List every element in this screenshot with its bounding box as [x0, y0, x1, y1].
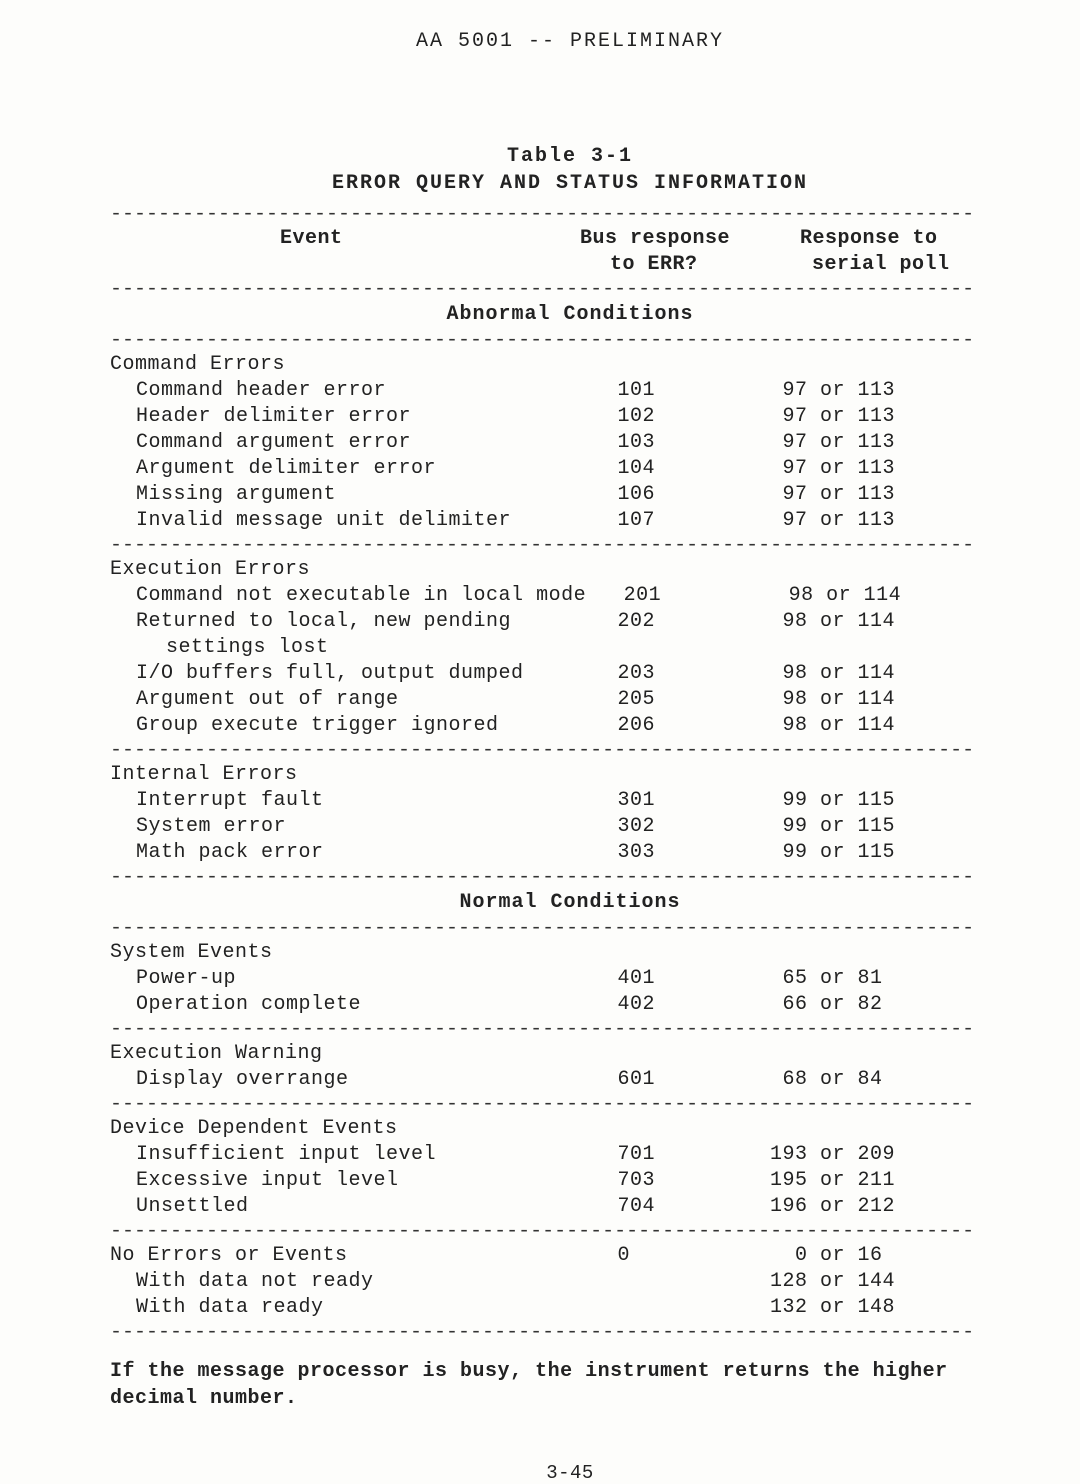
divider: ----------------------------------------…	[110, 866, 1030, 889]
table-row: With data not ready128 or 144	[110, 1269, 1030, 1295]
page-number: 3-45	[110, 1462, 1030, 1484]
group-title: System Events	[110, 940, 1030, 966]
table-row: With data ready132 or 148	[110, 1295, 1030, 1321]
col-resp1: Response to	[770, 227, 938, 250]
group-title: Execution Errors	[110, 557, 1030, 583]
table-row: Header delimiter error 102 97 or 113	[110, 404, 1030, 430]
table-row: Command argument error 103 97 or 113	[110, 430, 1030, 456]
group-title: Execution Warning	[110, 1041, 1030, 1067]
table-row: I/O buffers full, output dumped 203 98 o…	[110, 661, 1030, 687]
table-row: Command not executable in local mode 201…	[110, 583, 1030, 609]
section-normal: Normal Conditions	[110, 889, 1030, 917]
table-row: Power-up 401 65 or 81	[110, 966, 1030, 992]
divider: ----------------------------------------…	[110, 1018, 1030, 1041]
group-title: Internal Errors	[110, 762, 1030, 788]
doc-header: AA 5001 -- PRELIMINARY	[110, 30, 1030, 53]
col-bus2: to ERR?	[580, 253, 698, 276]
table-number: Table 3-1	[507, 145, 633, 168]
table-row: settings lost	[110, 635, 1030, 661]
table-row: Interrupt fault 301 99 or 115	[110, 788, 1030, 814]
table-row: Argument out of range 205 98 or 114	[110, 687, 1030, 713]
section-abnormal: Abnormal Conditions	[110, 301, 1030, 329]
table-row: Returned to local, new pending 202 98 or…	[110, 609, 1030, 635]
divider: ----------------------------------------…	[110, 329, 1030, 352]
table-row: Invalid message unit delimiter 107 97 or…	[110, 508, 1030, 534]
group-title: No Errors or Events 0 0 or 16	[110, 1243, 1030, 1269]
table-row: Missing argument 106 97 or 113	[110, 482, 1030, 508]
divider: ----------------------------------------…	[110, 1220, 1030, 1243]
col-event: Event	[110, 227, 343, 250]
table-row: Display overrange 601 68 or 84	[110, 1067, 1030, 1093]
table-row: Unsettled 704196 or 212	[110, 1194, 1030, 1220]
divider: ----------------------------------------…	[110, 278, 1030, 301]
table-row: Argument delimiter error 104 97 or 113	[110, 456, 1030, 482]
divider: ----------------------------------------…	[110, 203, 1030, 226]
group-title: Device Dependent Events	[110, 1116, 1030, 1142]
divider: ----------------------------------------…	[110, 1093, 1030, 1116]
col-bus1: Bus response	[580, 227, 730, 250]
divider: ----------------------------------------…	[110, 1321, 1030, 1344]
table-row: System error 302 99 or 115	[110, 814, 1030, 840]
divider: ----------------------------------------…	[110, 739, 1030, 762]
divider: ----------------------------------------…	[110, 534, 1030, 557]
table-row: Math pack error 303 99 or 115	[110, 840, 1030, 866]
divider: ----------------------------------------…	[110, 917, 1030, 940]
col-resp2: serial poll	[770, 253, 950, 276]
footnote: If the message processor is busy, the in…	[110, 1358, 1030, 1412]
table-row: Group execute trigger ignored 206 98 or …	[110, 713, 1030, 739]
table-name: ERROR QUERY AND STATUS INFORMATION	[332, 172, 808, 195]
table-row: Insufficient input level 701193 or 209	[110, 1142, 1030, 1168]
table-row: Operation complete 402 66 or 82	[110, 992, 1030, 1018]
table-row: Command header error 101 97 or 113	[110, 378, 1030, 404]
group-title: Command Errors	[110, 352, 1030, 378]
table-row: Excessive input level 703195 or 211	[110, 1168, 1030, 1194]
